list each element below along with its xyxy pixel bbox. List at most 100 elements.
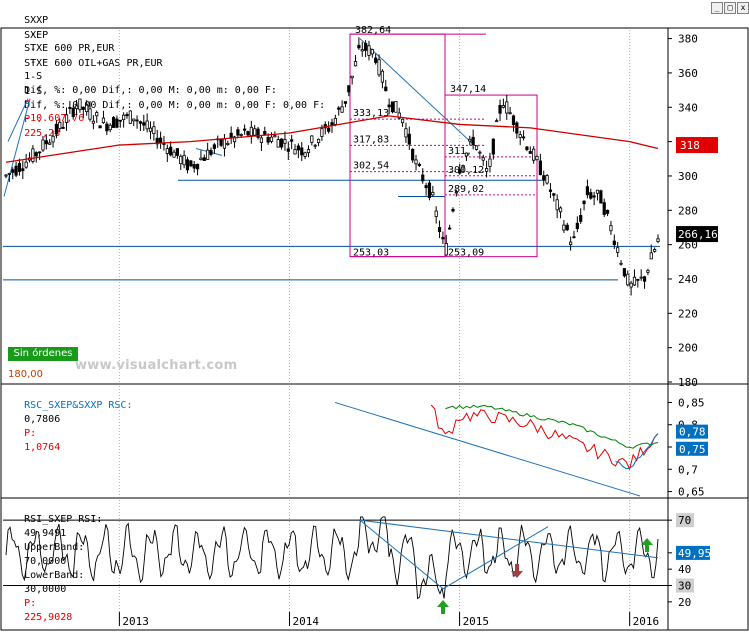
top-p-value: -10.607,76 bbox=[24, 113, 85, 124]
candle-body bbox=[38, 151, 42, 154]
candle-body bbox=[296, 145, 300, 151]
candle-body bbox=[421, 174, 425, 182]
candle-body bbox=[612, 240, 616, 246]
candle-body bbox=[552, 193, 556, 196]
y-tick-label: 40 bbox=[678, 563, 691, 576]
rsc-value-text: 0,75 bbox=[679, 443, 706, 456]
candle-body bbox=[172, 151, 176, 158]
candle-body bbox=[64, 114, 69, 123]
candle-body bbox=[404, 128, 408, 138]
rsc-name[interactable]: RSC_SXEP&SXXP RSC: bbox=[24, 400, 133, 411]
candle-body bbox=[374, 57, 378, 63]
close-button[interactable]: x bbox=[737, 2, 749, 14]
candle-body bbox=[41, 139, 45, 151]
candle-body bbox=[390, 101, 395, 113]
candle-body bbox=[649, 252, 653, 260]
candle-body bbox=[111, 117, 116, 128]
candle-body bbox=[515, 122, 519, 134]
rsc-trendline bbox=[334, 401, 641, 497]
candle-body bbox=[152, 126, 156, 135]
main-symbol[interactable]: SXEP bbox=[24, 30, 49, 41]
x-tick-label: 2013 bbox=[122, 615, 148, 628]
candle-body bbox=[68, 107, 72, 109]
candle-body bbox=[48, 142, 52, 145]
candle-body bbox=[145, 120, 149, 130]
fib-level2-label: 289,02 bbox=[448, 184, 484, 195]
candle-body bbox=[51, 135, 55, 143]
candle-body bbox=[353, 61, 358, 67]
candle-body bbox=[498, 105, 502, 114]
candle-body bbox=[115, 118, 119, 128]
candle-body bbox=[555, 199, 559, 211]
ma-value-tag bbox=[676, 137, 718, 154]
rsi-upper-value: 70,0000 bbox=[24, 556, 67, 567]
candle-body bbox=[74, 105, 79, 110]
candle-body bbox=[437, 227, 442, 232]
candle-body bbox=[34, 152, 38, 157]
orders-badge[interactable]: Sin órdenes bbox=[8, 347, 78, 361]
y-tick-label: 360 bbox=[678, 67, 698, 80]
candle-body bbox=[622, 268, 626, 277]
candle-body bbox=[575, 222, 579, 230]
candle-body bbox=[44, 140, 48, 145]
pane-border bbox=[0, 383, 749, 499]
rsc-pane[interactable] bbox=[334, 401, 659, 497]
top-name: STXE 600 PR,EUR bbox=[24, 43, 115, 54]
rsi-line bbox=[5, 516, 659, 600]
candle-body bbox=[148, 127, 153, 132]
candle-body bbox=[88, 108, 92, 120]
top-bar: SXXP - STXE 600 PR,EUR - 1 S Dif, %: 0,0… bbox=[24, 15, 277, 124]
candle-body bbox=[85, 104, 89, 113]
candle-body bbox=[448, 227, 452, 230]
candle-body bbox=[303, 152, 307, 157]
rsc-y-axis: 0,850,80,750,70,650,780,75 bbox=[668, 396, 708, 499]
candle-body bbox=[337, 107, 341, 110]
x-tick-label: 2014 bbox=[292, 615, 319, 628]
fib-level2-label: 300,12 bbox=[448, 165, 484, 176]
pane-frames bbox=[0, 27, 749, 631]
candle-body bbox=[626, 273, 630, 286]
candle-body bbox=[343, 101, 348, 104]
buy-arrow-icon bbox=[437, 600, 449, 614]
moving-average-line bbox=[5, 115, 659, 163]
candle-body bbox=[471, 136, 475, 146]
candle-body bbox=[535, 155, 539, 161]
candle-body bbox=[367, 45, 371, 56]
maximize-button[interactable]: □ bbox=[724, 2, 736, 14]
candle-body bbox=[175, 148, 180, 156]
candle-body bbox=[300, 147, 304, 156]
price-y-axis: 180200220240260280300320340360380318266,… bbox=[668, 33, 718, 389]
minimize-button[interactable]: _ bbox=[711, 2, 723, 14]
rsi-value-tag bbox=[676, 545, 710, 560]
fib-level-label: 302,54 bbox=[353, 161, 389, 172]
top-symbol[interactable]: SXXP bbox=[24, 15, 49, 26]
candle-body bbox=[639, 276, 643, 279]
ma-value-text: 318 bbox=[680, 139, 700, 152]
candle-body bbox=[320, 128, 324, 137]
y-tick-label: 280 bbox=[678, 204, 698, 217]
rsi-pane[interactable] bbox=[3, 516, 668, 614]
rsi-name[interactable]: RSI_SXEP RSI: bbox=[24, 514, 103, 525]
candle-body bbox=[279, 138, 284, 148]
price-pane[interactable]: 382,64 333,13 317,83 302,54 253,03 347,14 311,… bbox=[3, 25, 660, 296]
candle-body bbox=[595, 189, 600, 194]
candle-body bbox=[656, 238, 660, 242]
candle-body bbox=[71, 107, 75, 117]
candle-body bbox=[313, 144, 317, 147]
candle-body bbox=[182, 155, 186, 166]
candle-body bbox=[158, 137, 163, 143]
candle-body bbox=[562, 224, 566, 231]
rsi-lower-value: 30,0000 bbox=[24, 584, 67, 595]
candle-body bbox=[653, 249, 657, 252]
trendline-channel-lower bbox=[3, 98, 31, 197]
candle-body bbox=[525, 146, 529, 151]
candle-body bbox=[209, 150, 213, 155]
candle-body bbox=[370, 49, 374, 55]
candle-body bbox=[219, 138, 223, 146]
watermark: www.visualchart.com bbox=[75, 358, 238, 373]
candle-body bbox=[306, 149, 311, 154]
candle-body bbox=[394, 100, 398, 113]
candle-body bbox=[54, 123, 59, 135]
